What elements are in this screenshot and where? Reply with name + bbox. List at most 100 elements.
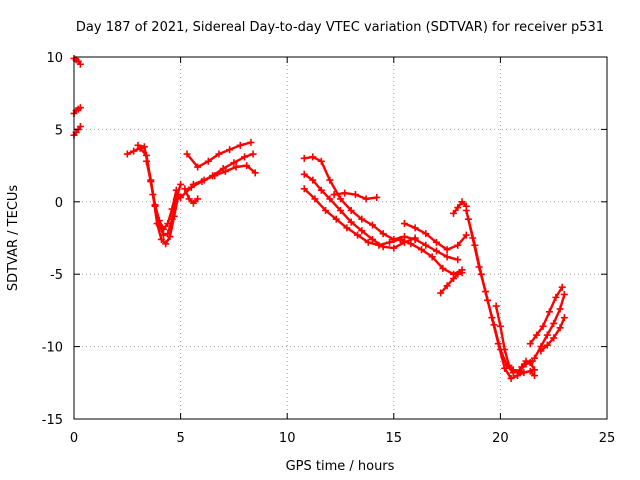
x-tick-label: 25 <box>599 431 616 446</box>
data-point <box>509 366 517 374</box>
y-tick-label: -10 <box>42 341 63 356</box>
data-point <box>215 150 223 158</box>
data-point <box>428 253 436 261</box>
data-point <box>300 185 308 193</box>
series-arc-7 <box>181 185 202 207</box>
data-point <box>243 162 251 170</box>
data-point <box>368 221 376 229</box>
data-point <box>155 217 163 225</box>
data-point <box>226 146 234 154</box>
data-point <box>560 290 568 298</box>
data-point <box>443 246 451 254</box>
data-point <box>458 269 466 277</box>
data-point <box>241 153 249 161</box>
data-point <box>454 241 462 249</box>
data-point <box>462 206 470 214</box>
data-point <box>332 215 340 223</box>
data-point <box>130 147 138 155</box>
data-point <box>556 324 564 332</box>
data-point <box>386 238 394 246</box>
data-point <box>309 176 317 184</box>
plot-frame <box>73 56 608 420</box>
data-point <box>418 246 426 254</box>
data-point <box>533 331 541 339</box>
data-point <box>172 186 180 194</box>
data-point <box>396 235 404 243</box>
data-point <box>177 180 185 188</box>
data-point <box>337 195 344 203</box>
data-point <box>177 193 185 201</box>
data-point <box>249 150 257 158</box>
data-point <box>164 230 172 238</box>
data-point <box>522 357 530 365</box>
data-point <box>513 369 521 377</box>
data-point <box>76 104 84 112</box>
data-point <box>157 235 165 243</box>
series-arc-12 <box>400 220 470 254</box>
data-point <box>309 153 317 161</box>
data-point <box>341 189 349 197</box>
series-arc-17 <box>492 302 539 377</box>
data-point <box>507 374 515 382</box>
data-point <box>505 361 513 369</box>
data-point <box>194 195 202 203</box>
data-point <box>134 141 142 149</box>
series-arc-13 <box>437 269 466 297</box>
data-point <box>181 185 189 193</box>
data-point <box>373 193 381 201</box>
data-point <box>458 198 466 206</box>
x-tick-label: 0 <box>70 431 78 446</box>
data-point <box>368 235 376 243</box>
series-arc-5 <box>183 138 255 171</box>
data-point <box>526 359 534 367</box>
series-arc-20 <box>537 314 568 355</box>
data-point <box>552 293 560 301</box>
grid-layer <box>74 57 607 419</box>
series-trace <box>303 155 459 261</box>
y-tick-label: -5 <box>50 268 63 283</box>
tick-layer: 0 5 10 15 20 25 -15 -10 -5 0 5 10 <box>42 51 616 446</box>
data-point <box>164 220 172 228</box>
data-point <box>411 234 419 242</box>
data-point <box>142 157 150 165</box>
data-point <box>471 241 479 249</box>
data-point <box>550 319 558 327</box>
data-point <box>443 282 451 290</box>
y-axis-label: SDTVAR / TECUs <box>6 185 21 292</box>
data-point <box>343 224 351 232</box>
x-axis-label: GPS time / hours <box>286 459 395 474</box>
series-arc-0b <box>70 104 84 117</box>
data-point <box>185 195 193 203</box>
data-point <box>422 241 430 249</box>
data-point <box>437 289 445 297</box>
data-point <box>160 225 168 233</box>
series-trace <box>303 187 464 276</box>
data-point <box>531 354 539 362</box>
data-point <box>537 347 545 355</box>
series-arc-6 <box>189 162 259 188</box>
data-point <box>354 231 362 239</box>
x-tick-label: 5 <box>176 431 184 446</box>
series-arc-18 <box>531 290 568 362</box>
data-point <box>358 227 366 235</box>
data-point <box>123 150 131 158</box>
y-tick-label: 5 <box>55 123 63 138</box>
data-point <box>539 322 547 330</box>
data-point <box>168 205 176 213</box>
data-point <box>317 186 325 194</box>
series-trace <box>465 209 536 380</box>
data-point <box>477 270 485 278</box>
series-arc-0a <box>70 54 84 68</box>
data-point <box>454 256 462 264</box>
data-point <box>407 240 415 248</box>
data-point <box>545 308 553 316</box>
series-arc-11 <box>330 189 381 203</box>
series-trace <box>303 173 417 250</box>
y-tick-label: 10 <box>46 51 63 66</box>
data-point <box>194 163 202 171</box>
data-point <box>501 345 509 353</box>
data-point <box>221 167 229 175</box>
data-point <box>526 367 534 375</box>
data-point <box>556 305 564 313</box>
